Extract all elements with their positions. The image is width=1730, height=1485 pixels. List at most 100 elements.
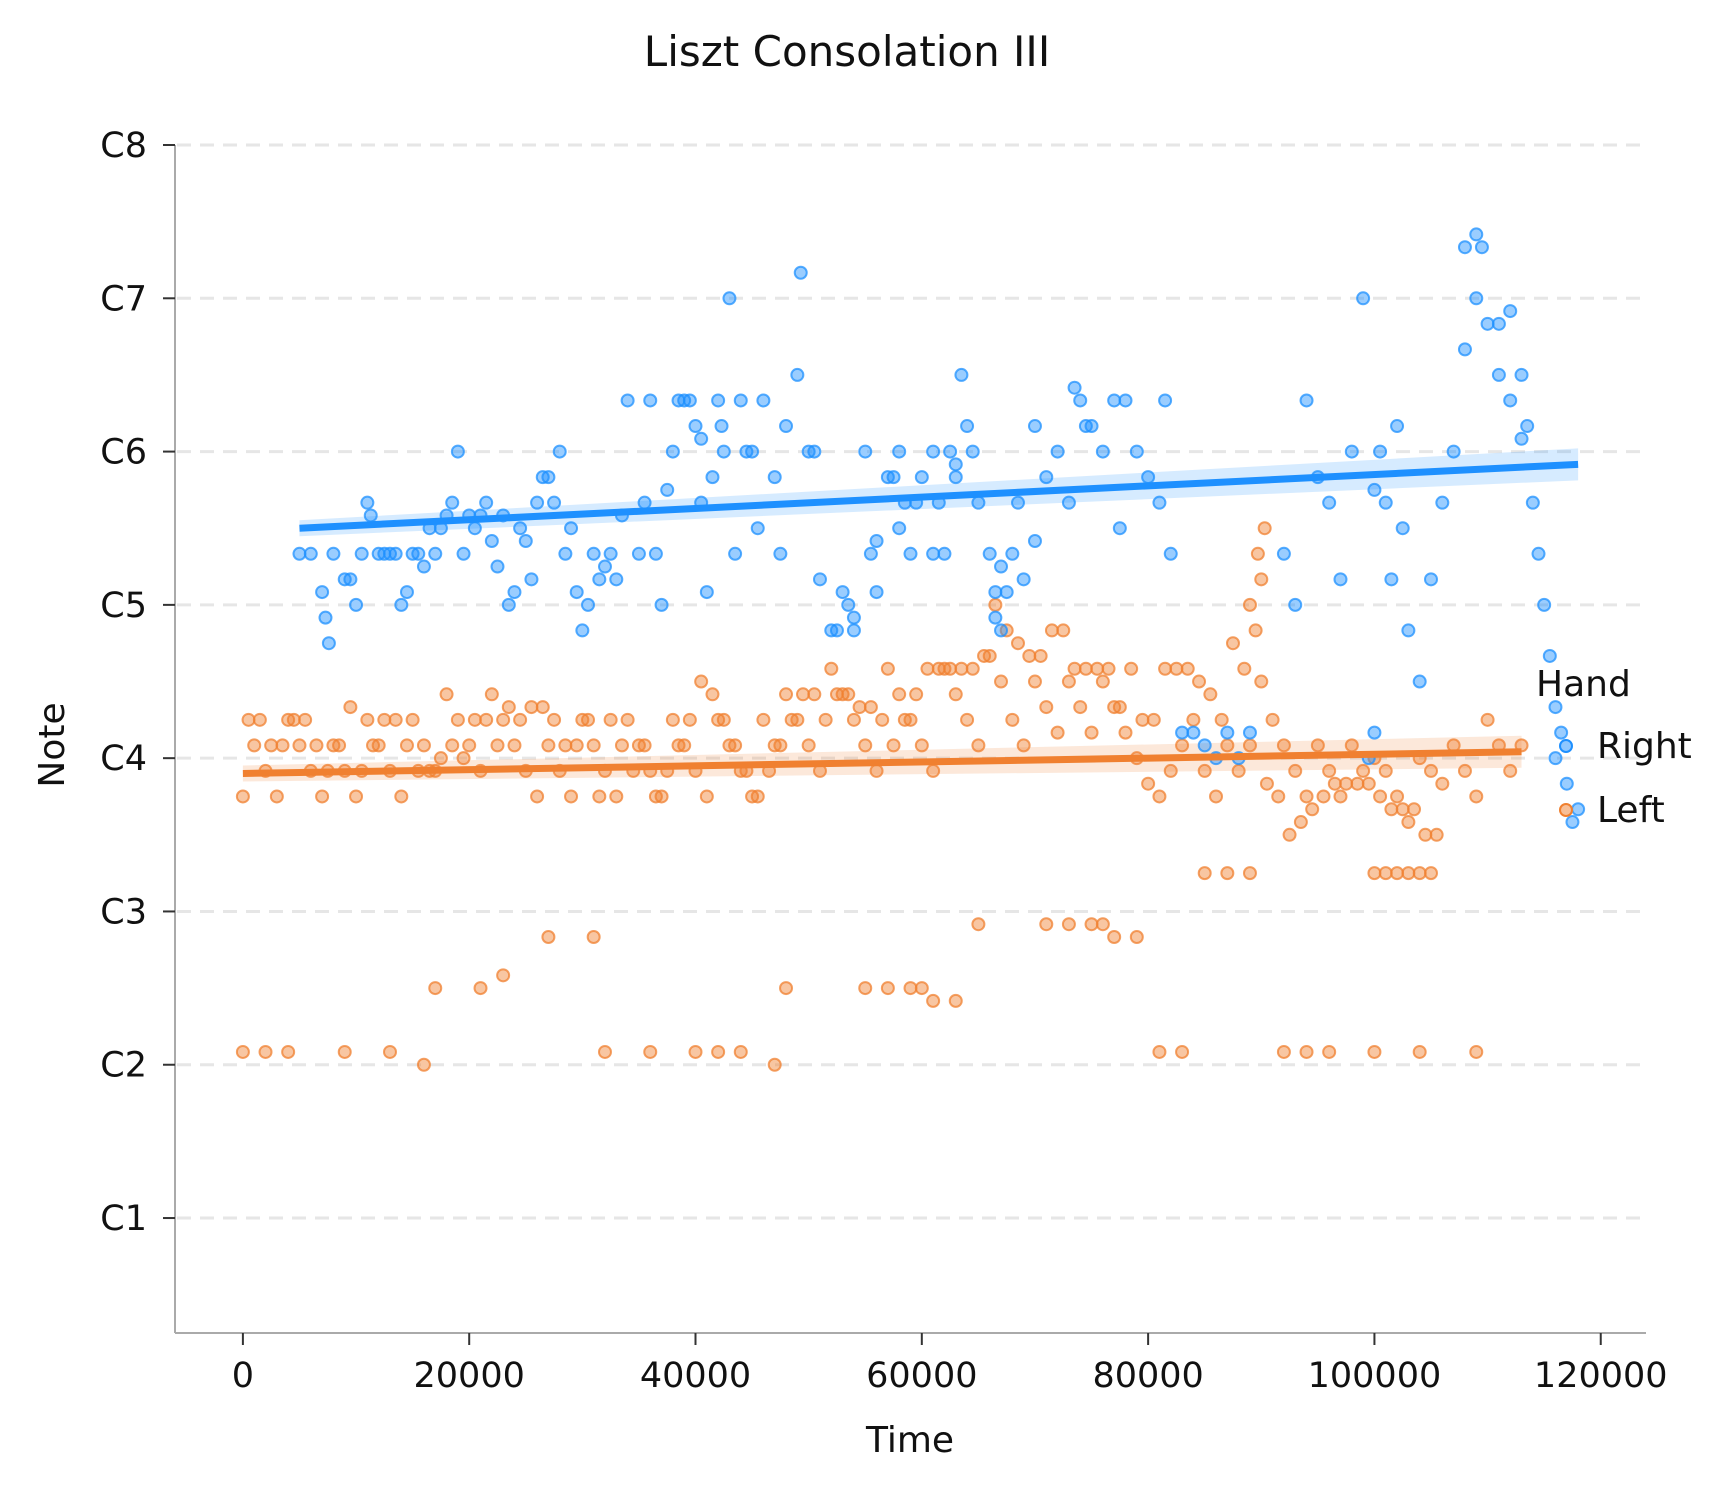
point-left — [1112, 700, 1127, 715]
point-right — [1559, 776, 1574, 791]
point-left — [1469, 789, 1484, 804]
point-left — [1356, 763, 1371, 778]
point-left — [1220, 866, 1235, 881]
point-left — [1231, 763, 1246, 778]
point-right — [1276, 546, 1291, 561]
point-left — [507, 738, 522, 753]
point-left — [977, 648, 992, 663]
point-right — [926, 444, 941, 459]
point-right — [490, 559, 505, 574]
point-left — [1016, 738, 1031, 753]
legend-marker-right — [1559, 739, 1573, 753]
point-left — [784, 712, 799, 727]
point-right — [1356, 291, 1371, 306]
point-right — [829, 623, 844, 638]
point-right — [360, 495, 375, 510]
point-left — [258, 1044, 273, 1059]
point-left — [1367, 866, 1382, 881]
y-axis-ticks: C1 C2 C3 C4 C5 C6 C7 C8 — [100, 126, 175, 1239]
point-left — [1033, 648, 1048, 663]
point-right — [354, 546, 369, 561]
point-left — [1027, 674, 1042, 689]
point-left — [711, 1044, 726, 1059]
point-left — [1424, 763, 1439, 778]
point-right — [394, 597, 409, 612]
point-left — [1254, 674, 1269, 689]
point-left — [716, 712, 731, 727]
point-left — [541, 930, 556, 944]
point-right — [1446, 444, 1461, 459]
point-right — [1457, 342, 1472, 357]
point-left — [235, 789, 250, 804]
point-left — [1158, 661, 1173, 676]
point-right — [994, 623, 1009, 638]
point-left — [450, 712, 465, 727]
point-left — [807, 687, 822, 702]
point-right — [1531, 546, 1546, 561]
point-right — [586, 546, 601, 561]
point-right — [711, 393, 726, 408]
scatter-points — [235, 227, 1586, 1072]
point-right — [326, 546, 341, 561]
point-right — [1548, 700, 1563, 715]
point-right — [1344, 444, 1359, 459]
point-left — [767, 1057, 782, 1072]
point-left — [1282, 827, 1297, 842]
point-left — [1424, 866, 1439, 881]
point-right — [1186, 725, 1201, 740]
point-left — [1129, 930, 1144, 944]
point-left — [1503, 763, 1518, 778]
point-right — [321, 636, 336, 651]
point-right — [750, 521, 765, 536]
point-right — [1571, 802, 1586, 817]
point-left — [479, 712, 494, 727]
point-left — [733, 1044, 748, 1059]
point-right — [728, 546, 743, 561]
point-left — [609, 789, 624, 804]
point-left — [1073, 700, 1088, 715]
point-left — [473, 981, 488, 996]
point-left — [1084, 725, 1099, 740]
point-left — [620, 712, 635, 727]
point-left — [349, 789, 364, 804]
point-left — [954, 661, 969, 676]
point-left — [332, 738, 347, 753]
point-right — [1027, 534, 1042, 548]
x-axis-ticks: 0 20000 40000 60000 80000 100000 120000 — [232, 1333, 1668, 1396]
point-right — [1520, 419, 1535, 434]
point-right — [564, 521, 579, 536]
point-right — [1469, 291, 1484, 306]
point-left — [275, 738, 290, 753]
x-axis-label: Time — [865, 1420, 954, 1461]
point-left — [852, 700, 867, 715]
point-left — [586, 738, 601, 753]
point-left — [671, 738, 686, 753]
point-left — [728, 738, 743, 753]
point-left — [1276, 738, 1291, 753]
point-left — [1378, 763, 1393, 778]
point-left — [614, 738, 629, 753]
point-right — [790, 367, 805, 382]
point-left — [1316, 789, 1331, 804]
point-left — [1175, 1044, 1190, 1059]
y-tick-label: C3 — [100, 892, 147, 932]
point-right — [445, 495, 460, 510]
point-right — [1395, 521, 1410, 536]
point-right — [869, 585, 884, 600]
point-left — [1390, 789, 1405, 804]
point-right — [428, 546, 443, 561]
point-left — [1265, 712, 1280, 727]
point-left — [1044, 623, 1059, 638]
point-left — [1480, 712, 1495, 727]
x-tick-label: 80000 — [1092, 1356, 1203, 1396]
point-left — [1175, 738, 1190, 753]
point-right — [1197, 738, 1212, 753]
point-right — [1424, 572, 1439, 587]
point-left — [1107, 930, 1122, 944]
point-right — [1435, 495, 1450, 510]
point-right — [1503, 304, 1518, 319]
point-right — [716, 444, 731, 459]
point-left — [1378, 866, 1393, 881]
point-right — [1288, 597, 1303, 612]
y-tick-label: C6 — [100, 433, 147, 473]
